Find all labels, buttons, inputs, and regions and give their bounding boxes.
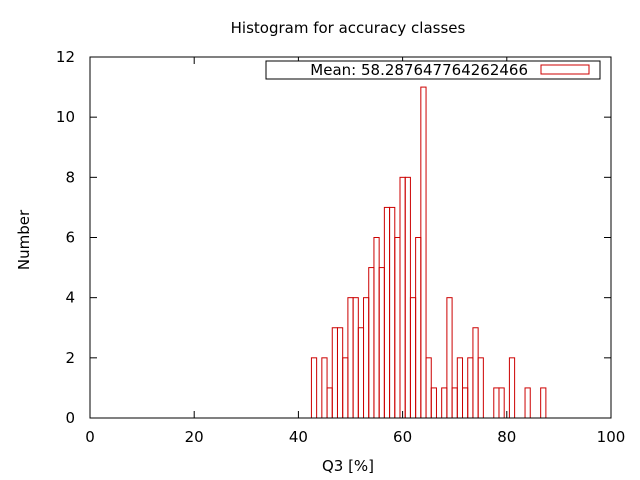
y-tick-label: 12	[56, 48, 75, 66]
x-tick-label: 20	[185, 428, 204, 446]
histogram-bar	[394, 237, 401, 419]
histogram-bar	[378, 267, 385, 419]
histogram-bar	[493, 387, 500, 419]
histogram-bar	[389, 206, 396, 419]
histogram-bar	[399, 176, 406, 419]
histogram-bar	[404, 176, 411, 419]
histogram-bar	[331, 327, 338, 419]
histogram-bar	[467, 357, 474, 419]
histogram-bar	[441, 387, 448, 419]
x-axis-label: Q3 [%]	[322, 457, 374, 475]
histogram-bar	[363, 297, 370, 419]
legend-swatch	[540, 64, 590, 75]
axis-ticks: 0 20 40 60 80 100 0 2 4 6 8 10 12	[56, 48, 625, 446]
x-tick-label: 80	[497, 428, 516, 446]
chart-title: Histogram for accuracy classes	[231, 19, 466, 37]
y-tick-label: 6	[65, 229, 75, 247]
histogram-bar	[336, 327, 344, 419]
histogram-bar	[420, 86, 427, 419]
histogram-bar	[462, 387, 469, 419]
histogram-bars	[310, 86, 547, 419]
histogram-bar	[425, 357, 432, 419]
histogram-bar	[321, 357, 328, 419]
x-tick-label: 100	[597, 428, 626, 446]
y-tick-label: 0	[65, 409, 75, 427]
histogram-bar	[540, 387, 547, 419]
histogram-bar	[456, 357, 464, 419]
histogram-bar	[472, 327, 479, 419]
legend-box	[265, 60, 601, 80]
histogram-bar	[373, 237, 380, 419]
y-tick-label: 2	[65, 349, 75, 367]
y-axis-label: Number	[15, 209, 33, 270]
histogram-bar	[326, 387, 333, 419]
histogram-bar	[415, 237, 422, 419]
histogram-bar	[342, 357, 349, 419]
histogram-bar	[310, 357, 318, 419]
legend: Mean: 58.287647764262466	[265, 60, 601, 80]
histogram-bar	[524, 387, 531, 419]
legend-entry-label: Mean: 58.287647764262466	[310, 61, 528, 79]
y-tick-label: 10	[56, 108, 75, 126]
x-tick-label: 0	[85, 428, 95, 446]
plot-frame	[89, 56, 612, 419]
histogram-bar	[498, 387, 505, 419]
histogram-bar	[347, 297, 354, 419]
histogram-bar	[368, 267, 375, 419]
x-tick-label: 60	[393, 428, 412, 446]
x-tick-label: 40	[289, 428, 308, 446]
histogram-bar	[477, 357, 484, 419]
histogram-bar	[508, 357, 516, 419]
histogram-bar	[383, 206, 391, 419]
histogram-bar	[451, 387, 458, 419]
histogram-bar	[430, 387, 437, 419]
y-tick-label: 4	[65, 289, 75, 307]
y-tick-label: 8	[65, 168, 75, 186]
histogram-bar	[352, 297, 359, 419]
histogram-bar	[409, 297, 417, 419]
histogram-bar	[357, 327, 365, 419]
histogram-bar	[446, 297, 453, 419]
